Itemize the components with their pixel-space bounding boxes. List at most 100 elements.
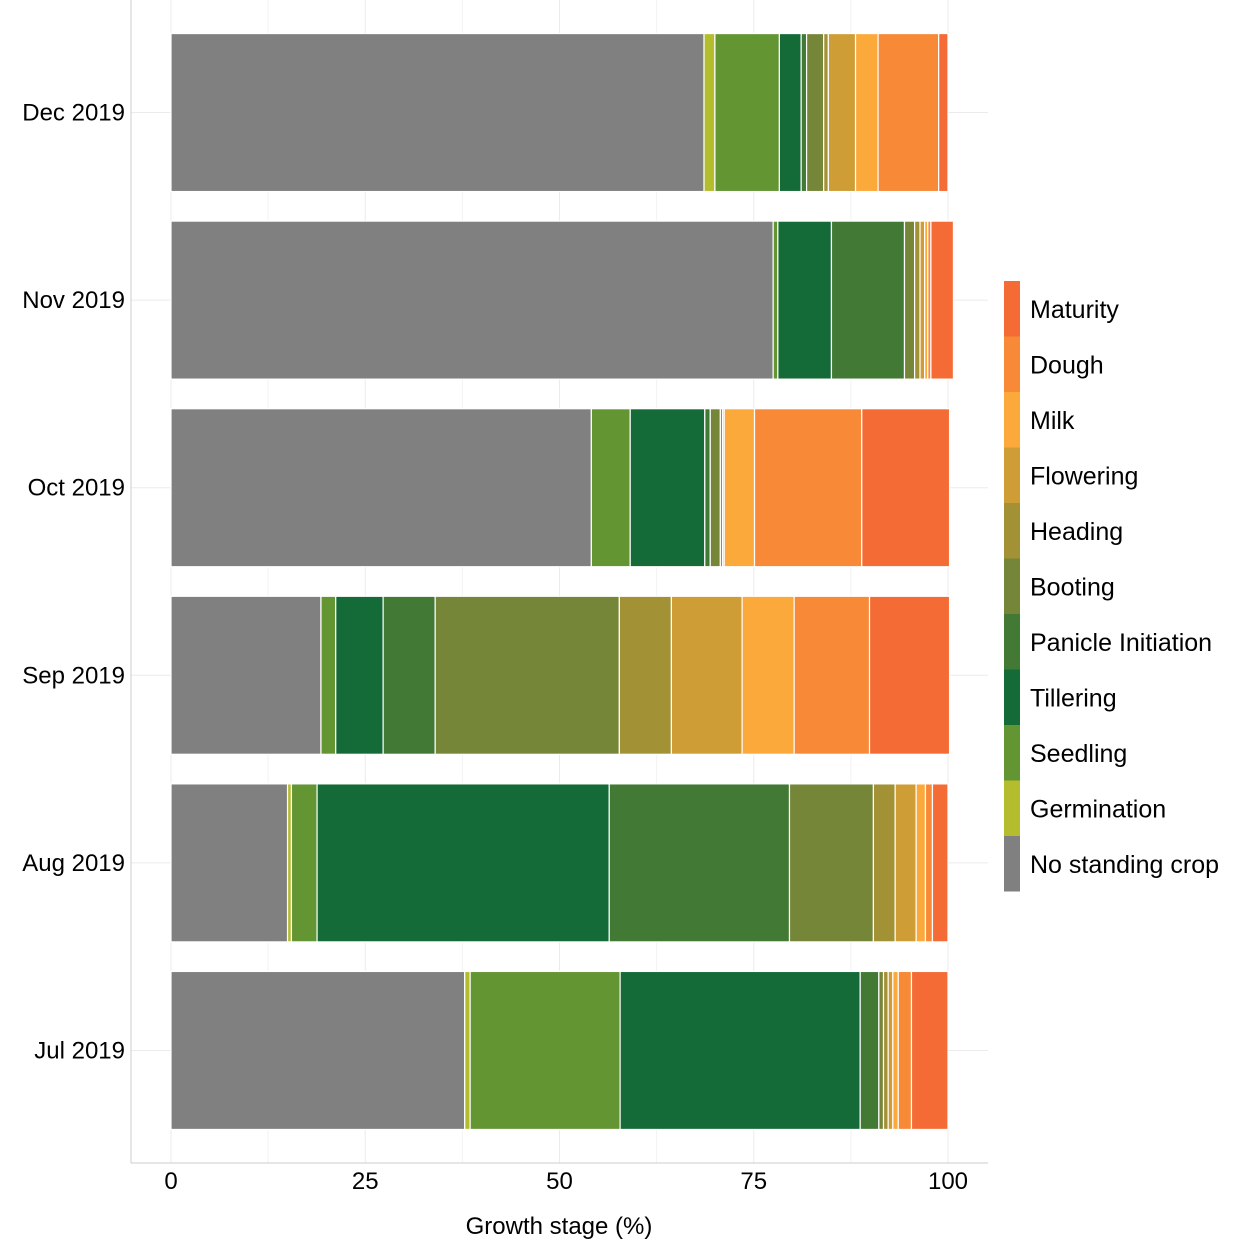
legend-label: Maturity [1030, 296, 1119, 324]
legend-swatch [1004, 558, 1020, 614]
legend-swatch [1004, 336, 1020, 392]
legend-item-maturity: Maturity [1004, 281, 1119, 337]
y-tick-label: Sep 2019 [22, 662, 125, 689]
bar-segment-nov-2019-tillering [777, 220, 833, 380]
bar-segment-dec-2019-no-standing-crop [170, 32, 705, 193]
y-tick-label: Oct 2019 [28, 475, 125, 502]
legend-swatch [1004, 669, 1020, 725]
legend-item-dough: Dough [1004, 336, 1104, 392]
bar-segment-nov-2019-seedling [772, 220, 779, 380]
bar-segment-nov-2019-maturity [930, 220, 955, 380]
legend-label: Flowering [1030, 462, 1138, 490]
bar-group-aug-2019 [170, 783, 949, 943]
x-tick-label: 75 [740, 1168, 767, 1195]
bar-segment-aug-2019-flowering [894, 783, 917, 943]
bar-segment-dec-2019-germination [703, 32, 716, 193]
bar-segment-dec-2019-tillering [778, 32, 802, 193]
legend-item-milk: Milk [1004, 392, 1075, 448]
bar-segment-jul-2019-maturity [910, 970, 949, 1131]
legend-item-no-standing-crop: No standing crop [1004, 836, 1219, 892]
legend-item-seedling: Seedling [1004, 725, 1127, 781]
legend-item-heading: Heading [1004, 503, 1123, 559]
bar-segment-jul-2019-flowering [887, 970, 894, 1131]
bar-segment-dec-2019-seedling [714, 32, 780, 193]
legend-item-germination: Germination [1004, 780, 1166, 836]
bar-segment-aug-2019-maturity [931, 783, 949, 943]
legend-swatch [1004, 281, 1020, 337]
legend-swatch [1004, 725, 1020, 781]
bar-segment-jul-2019-germination [464, 970, 471, 1131]
y-tick-label: Nov 2019 [22, 287, 125, 314]
bar-segment-jul-2019-heading [882, 970, 889, 1131]
bar-segment-sep-2019-maturity [868, 595, 951, 755]
x-tick-label: 100 [928, 1168, 968, 1195]
bar-segment-sep-2019-dough [793, 595, 871, 755]
legend-swatch [1004, 392, 1020, 448]
bar-segment-jul-2019-no-standing-crop [170, 970, 466, 1131]
bar-segment-sep-2019-tillering [335, 595, 384, 755]
bar-segment-aug-2019-booting [788, 783, 875, 943]
x-tick-label: 50 [546, 1168, 573, 1195]
legend-item-tillering: Tillering [1004, 669, 1117, 725]
bar-segment-aug-2019-panicle-initiation [608, 783, 791, 943]
y-tick-label: Jul 2019 [34, 1037, 125, 1064]
legend-swatch [1004, 614, 1020, 670]
bar-group-nov-2019 [170, 220, 955, 380]
bar-segment-aug-2019-seedling [290, 783, 318, 943]
bar-segment-aug-2019-milk [915, 783, 927, 943]
legend-item-booting: Booting [1004, 558, 1115, 614]
bar-segment-sep-2019-booting [434, 595, 620, 755]
axes-layer [130, 0, 988, 1164]
bar-group-dec-2019 [170, 32, 949, 193]
bar-segment-oct-2019-no-standing-crop [170, 408, 592, 568]
legend-item-panicle-initiation: Panicle Initiation [1004, 614, 1212, 670]
legend-label: Germination [1030, 795, 1166, 823]
bar-segment-sep-2019-heading [618, 595, 672, 755]
legend-item-flowering: Flowering [1004, 447, 1138, 503]
bar-segment-dec-2019-heading [823, 32, 829, 193]
bar-segment-oct-2019-dough [753, 408, 863, 568]
legend-label: No standing crop [1030, 851, 1219, 879]
legend-swatch [1004, 503, 1020, 559]
bar-segment-jul-2019-milk [892, 970, 899, 1131]
bar-segment-dec-2019-maturity [938, 32, 949, 193]
bar-group-sep-2019 [170, 595, 951, 755]
y-tick-labels: Dec 2019 Nov 2019 Oct 2019 Sep 2019 Aug 2019… [22, 100, 125, 1065]
bars-layer [170, 32, 955, 1131]
bar-segment-oct-2019-seedling [590, 408, 631, 568]
bar-segment-jul-2019-panicle-initiation [859, 970, 880, 1131]
y-tick-label: Aug 2019 [22, 850, 125, 877]
legend-label: Booting [1030, 573, 1115, 601]
bar-segment-dec-2019-panicle-initiation [800, 32, 808, 193]
x-tick-labels: 0 25 50 75 100 [164, 1168, 968, 1195]
bar-segment-sep-2019-panicle-initiation [382, 595, 436, 755]
bar-segment-sep-2019-flowering [670, 595, 743, 755]
legend: Maturity Dough Milk Flowering Heading Booting… [1004, 281, 1219, 892]
bar-segment-jul-2019-booting [878, 970, 885, 1131]
legend-label: Milk [1030, 407, 1075, 435]
bar-segment-sep-2019-seedling [320, 595, 337, 755]
bar-segment-dec-2019-milk [854, 32, 879, 193]
bar-segment-sep-2019-milk [741, 595, 795, 755]
legend-label: Dough [1030, 351, 1104, 379]
bar-segment-nov-2019-flowering [919, 220, 926, 380]
bar-segment-oct-2019-milk [723, 408, 756, 568]
y-tick-label: Dec 2019 [22, 100, 125, 127]
bar-segment-aug-2019-heading [872, 783, 896, 943]
bar-segment-oct-2019-panicle-initiation [704, 408, 711, 568]
bar-segment-nov-2019-booting [903, 220, 916, 380]
bar-segment-oct-2019-tillering [629, 408, 706, 568]
bar-segment-dec-2019-booting [805, 32, 825, 193]
bar-segment-dec-2019-dough [877, 32, 940, 193]
bar-segment-aug-2019-no-standing-crop [170, 783, 289, 943]
bar-segment-jul-2019-dough [897, 970, 913, 1131]
bar-segment-sep-2019-no-standing-crop [170, 595, 322, 755]
bar-group-jul-2019 [170, 970, 949, 1131]
legend-label: Seedling [1030, 740, 1127, 768]
bar-segment-aug-2019-tillering [316, 783, 610, 943]
x-tick-label: 0 [164, 1168, 177, 1195]
bar-segment-nov-2019-no-standing-crop [170, 220, 774, 380]
legend-label: Tillering [1030, 684, 1117, 712]
